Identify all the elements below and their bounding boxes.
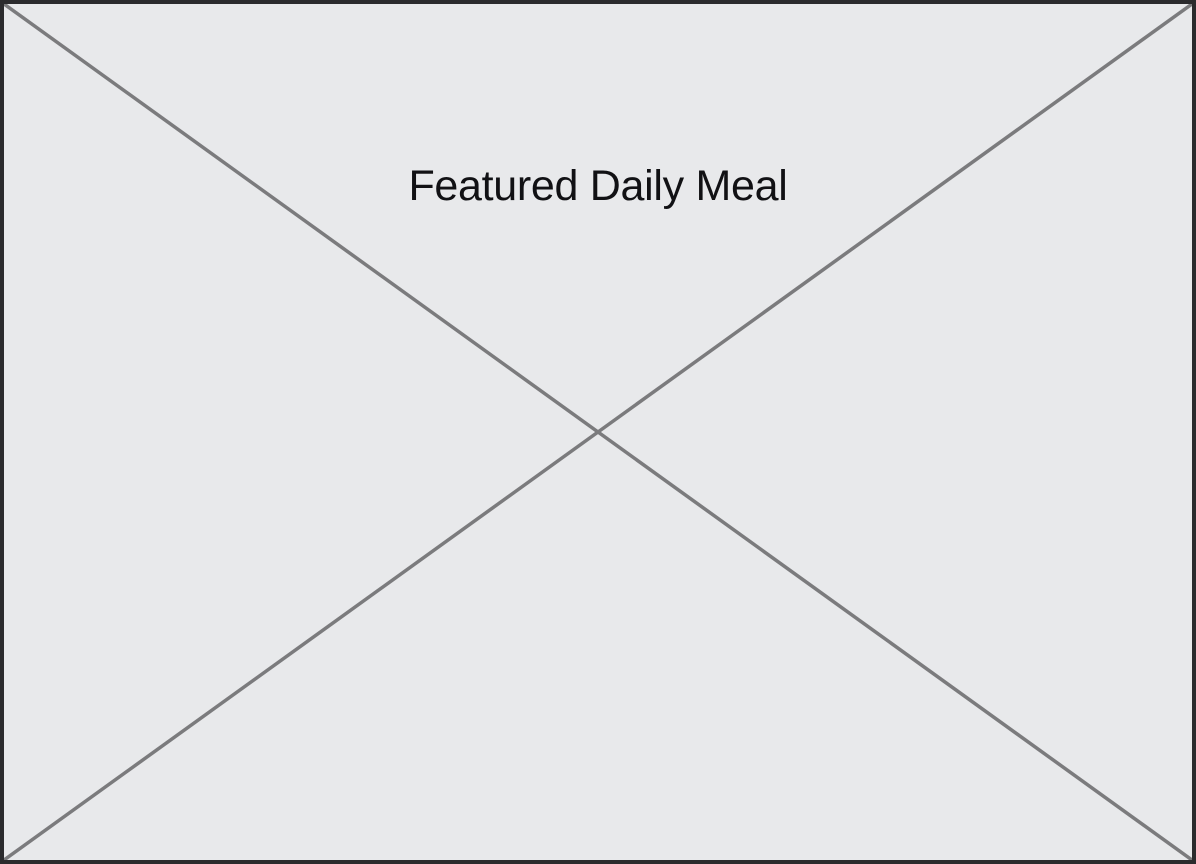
cross-line-ascending	[4, 4, 1192, 860]
featured-meal-caption: Featured Daily Meal	[408, 162, 788, 210]
image-placeholder-cross-icon	[4, 4, 1192, 860]
